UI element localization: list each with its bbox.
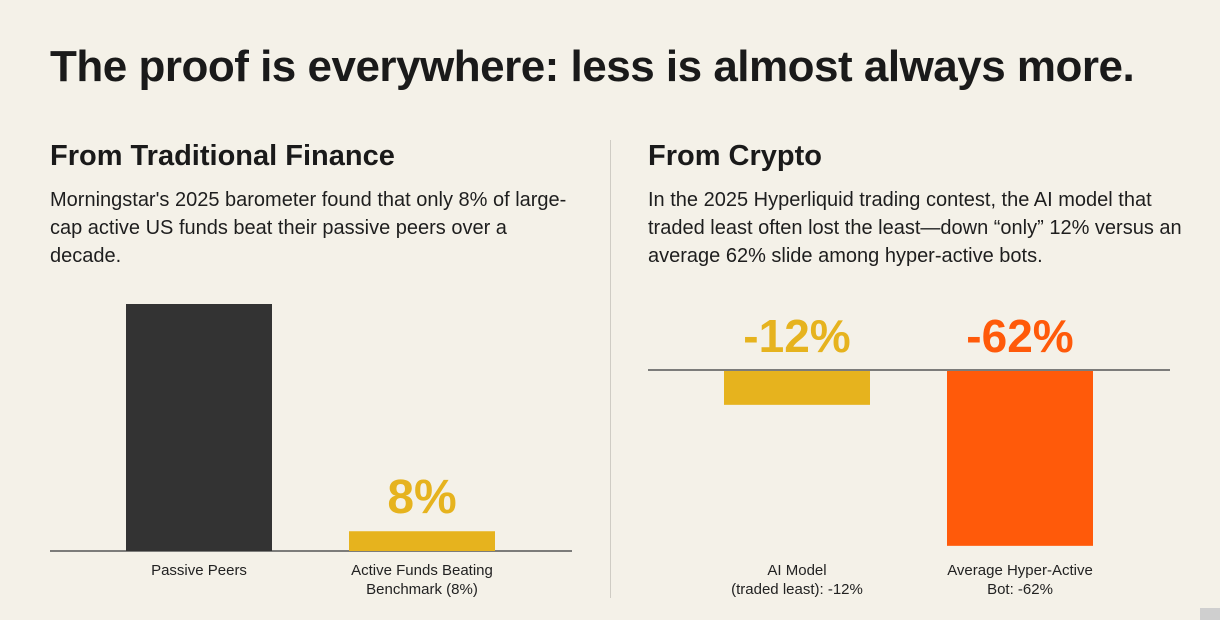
chart-1-category-label-2-line-1: Active Funds Beating <box>351 562 493 579</box>
chart-1-bar-2 <box>349 531 495 551</box>
chart-2-bar-2 <box>947 371 1093 546</box>
chart-2-category-label-1-line-1: AI Model <box>767 562 826 579</box>
chart-2-data-label-1: -12% <box>743 310 850 362</box>
chart-2-bar-1 <box>724 371 870 405</box>
chart-1-data-label-2: 8% <box>387 471 456 524</box>
chart-2-category-label-2-line-1: Average Hyper-Active <box>947 562 1093 579</box>
right-panel-body: In the 2025 Hyperliquid trading contest,… <box>648 189 1182 267</box>
chart-2-category-label-2-line-2: Bot: -62% <box>987 581 1053 598</box>
corner-mark <box>1200 608 1220 620</box>
left-panel-body: Morningstar's 2025 barometer found that … <box>50 189 567 267</box>
panel-divider <box>610 140 611 598</box>
chart-1-category-label-2-line-2: Benchmark (8%) <box>366 581 478 598</box>
right-panel-heading: From Crypto <box>648 140 822 172</box>
page-title: The proof is everywhere: less is almost … <box>50 42 1135 91</box>
left-panel-heading: From Traditional Finance <box>50 140 395 172</box>
chart-2-category-label-1-line-2: (traded least): -12% <box>731 581 863 598</box>
chart-1-category-label-1: Passive Peers <box>151 562 247 579</box>
chart-2-data-label-2: -62% <box>966 310 1073 362</box>
chart-1-bar-1 <box>126 304 272 551</box>
